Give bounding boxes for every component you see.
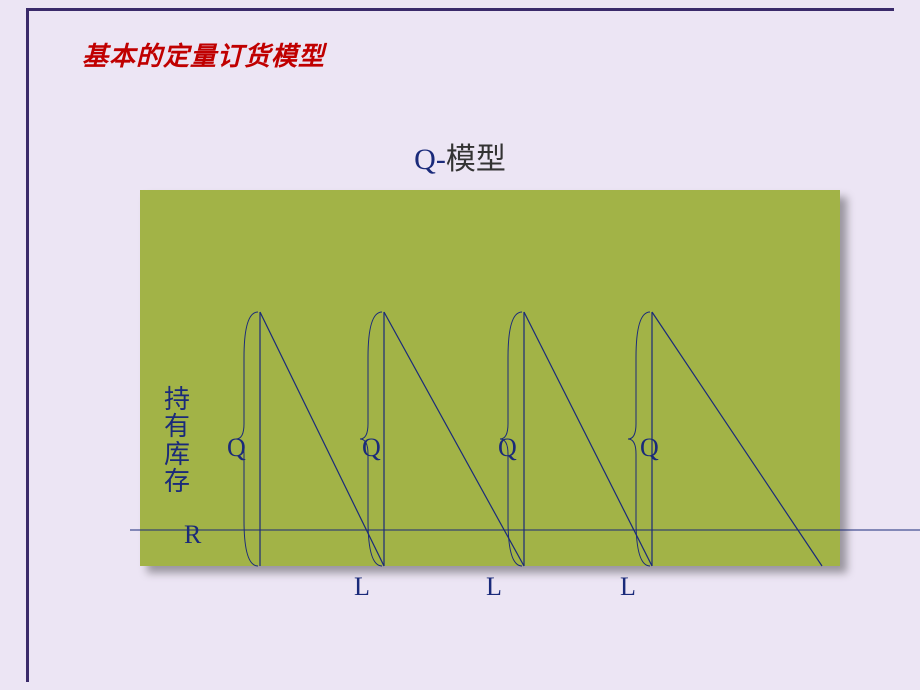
r-label: R (184, 520, 201, 550)
l-label-3: L (620, 572, 636, 602)
q-label-1: Q (227, 433, 246, 463)
q-label-4: Q (640, 433, 659, 463)
q-label-2: Q (362, 433, 381, 463)
q-label-3: Q (498, 433, 517, 463)
l-label-1: L (354, 572, 370, 602)
chart-svg (0, 0, 920, 690)
l-label-2: L (486, 572, 502, 602)
y-axis-label: 持有库存 (162, 386, 192, 495)
